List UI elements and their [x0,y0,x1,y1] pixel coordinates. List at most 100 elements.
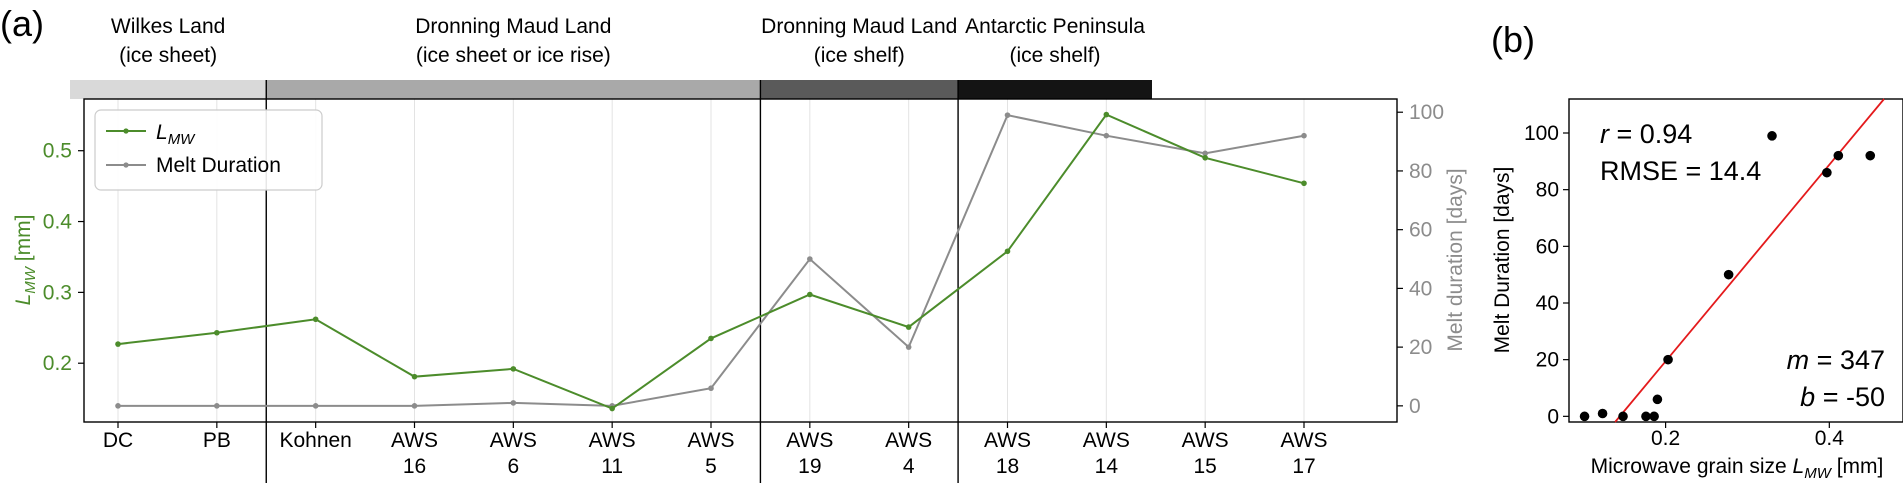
scatter-point-8 [1767,131,1777,141]
a-series-lmw-point-1 [214,329,220,336]
a-series-lmw-point-4 [510,366,517,372]
scatter-point-11 [1865,150,1876,161]
x-tick-sublabel-9: 18 [996,455,1019,478]
scatter-point-6 [1663,354,1673,365]
right-y-axis: 0 20 40 60 80 100 [1397,101,1444,418]
legend-lmw-marker [123,128,129,134]
x-tick-labels: DC PB Kohnen AWS 16 AWS 6 AWS 11 AWS 5 AWS 19 AWS 4 AWS… [103,422,1328,478]
x-tick-label-2: Kohnen [279,429,351,452]
x-tick-label-7: AWS [786,429,833,452]
panel-b-y-tick-label-5: 100 [1524,122,1559,145]
a-series-melt-point-7 [807,256,813,262]
legend-melt-marker [123,162,129,168]
scatter-point-2 [1618,411,1628,422]
x-tick-label-8: AWS [885,429,932,452]
panel-b-y-tick-label-0: 0 [1547,405,1559,428]
a-series-melt-point-10 [1103,132,1110,139]
x-tick-sublabel-4: 6 [507,455,519,478]
a-series-melt-point-9 [1004,112,1011,118]
a-series-lmw-point-3 [411,373,418,380]
a-series-melt-point-8 [905,344,912,350]
lmw-series [115,111,1307,412]
region-subtitle-3: (ice shelf) [1010,44,1101,67]
stat-b: b = -50 [1800,382,1885,412]
a-series-lmw-point-11 [1202,154,1208,161]
region-band-2 [760,80,959,99]
region-bands: Wilkes Land (ice sheet) Dronning Maud Land… [70,15,1152,99]
right-y-tick-label-5: 100 [1409,101,1444,124]
panel-b-y-tick-label-2: 40 [1536,292,1559,315]
a-series-lmw-point-8 [905,324,912,330]
a-series-lmw-point-10 [1103,111,1110,118]
a-series-melt-point-11 [1202,150,1208,157]
melt-duration-series [115,112,1307,409]
a-series-lmw-point-12 [1301,180,1307,187]
region-subtitle-2: (ice shelf) [814,44,905,67]
a-series-melt-point-1 [214,403,220,409]
stat-m: m = 347 [1787,345,1885,375]
right-y-axis-title: Melt duration [days] [1444,168,1467,351]
panel-a-line-chart: (a) Wilkes Land (ice sheet) Dronning Maud … [0,3,1467,483]
scatter-point-10 [1833,150,1844,161]
a-series-lmw-point-5 [609,405,615,412]
region-band-3 [958,80,1152,99]
panel-b-scatter-chart: (b) 0.2 0.4 0 20 40 60 80 100 Melt Duration [d… [1491,19,1903,482]
right-y-tick-label-0: 0 [1409,395,1421,418]
region-title-0: Wilkes Land [111,15,225,38]
right-y-tick-label-1: 20 [1409,336,1432,359]
legend-lmw-label: LMW [156,121,196,148]
left-y-tick-label-1: 0.3 [43,281,72,304]
left-y-tick-label-0: 0.2 [43,352,72,375]
a-series-melt-point-0 [115,403,121,409]
a-series-melt-point-2 [312,403,319,409]
right-y-tick-label-3: 60 [1409,219,1432,242]
x-tick-label-6: AWS [687,429,734,452]
region-title-3: Antarctic Peninsula [965,15,1145,38]
x-tick-label-5: AWS [589,429,636,452]
a-series-melt-point-3 [411,403,418,409]
scatter-point-3 [1641,411,1651,422]
panel-b-x-tick-label-0: 0.2 [1651,427,1680,450]
region-subtitle-1: (ice sheet or ice rise) [416,44,611,67]
y-axis: 0 20 40 60 80 100 [1524,122,1569,428]
a-series-lmw-point-7 [807,291,813,298]
scatter-point-9 [1822,167,1832,178]
scatter-points [1579,131,1876,422]
x-tick-label-9: AWS [984,429,1031,452]
scatter-point-1 [1597,408,1608,419]
x-tick-sublabel-3: 16 [403,455,426,478]
region-band-0 [70,80,267,99]
a-series-melt-point-6 [708,385,714,392]
a-series-melt-point-12 [1301,132,1307,139]
x-tick-label-10: AWS [1083,429,1130,452]
left-y-axis-title: LMW [mm] [12,215,39,306]
x-tick-label-11: AWS [1182,429,1229,452]
panel-b-letter: (b) [1491,19,1535,60]
x-tick-label-12: AWS [1280,429,1327,452]
x-tick-sublabel-7: 19 [798,455,821,478]
scatter-point-4 [1649,411,1659,422]
panel-b-x-tick-label-1: 0.4 [1815,427,1845,450]
scatter-point-7 [1723,269,1734,280]
region-title-2: Dronning Maud Land [761,15,957,38]
left-y-tick-label-3: 0.5 [43,140,72,163]
x-tick-sublabel-11: 15 [1193,455,1216,478]
left-y-tick-label-2: 0.4 [43,211,73,234]
x-tick-label-3: AWS [391,429,438,452]
x-tick-sublabel-5: 11 [601,455,623,478]
panel-b-frame [1568,98,1903,423]
region-band-1 [266,80,761,99]
x-tick-label-4: AWS [490,429,537,452]
x-tick-sublabel-10: 14 [1095,455,1119,478]
stat-r: r = 0.94 [1600,119,1692,149]
right-y-tick-label-2: 40 [1409,277,1432,300]
panel-b-y-tick-label-1: 20 [1536,349,1559,372]
a-series-lmw-point-0 [115,341,121,347]
x-tick-label-1: PB [203,429,231,452]
panel-b-x-axis-title: Microwave grain size LMW [mm] [1591,455,1884,482]
scatter-point-5 [1652,394,1663,405]
panel-b-y-tick-label-4: 80 [1536,179,1559,202]
x-tick-sublabel-6: 5 [705,455,717,478]
x-tick-sublabel-8: 4 [903,455,915,478]
a-series-lmw-point-2 [312,316,319,323]
